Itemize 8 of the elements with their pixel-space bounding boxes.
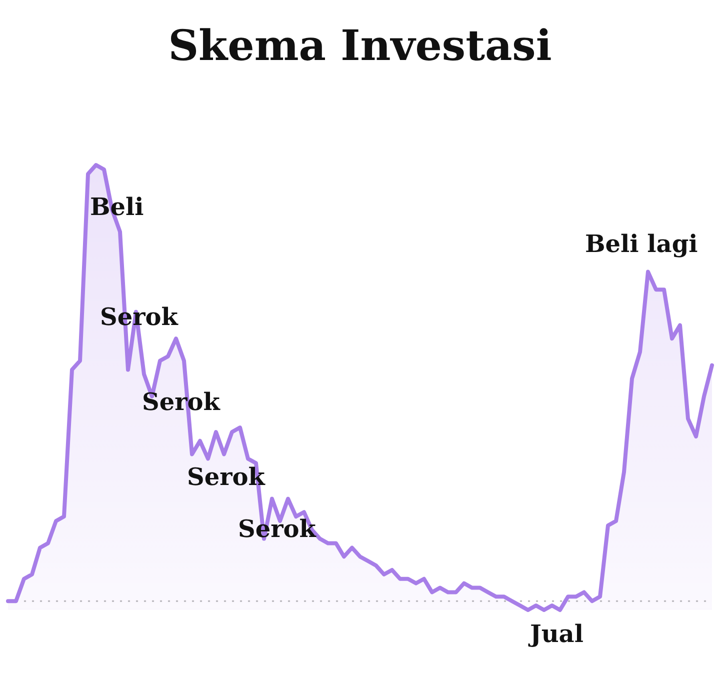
annotation: Serok	[100, 302, 180, 331]
text: Jual	[528, 619, 584, 648]
chart-title: Skema Investasi	[168, 21, 552, 70]
annotation: Serok	[142, 387, 222, 416]
annotation: Serok	[187, 462, 266, 491]
annotation: Beli	[90, 192, 144, 221]
annotation: Beli lagi	[585, 229, 698, 258]
annotation: Serok	[238, 514, 318, 543]
